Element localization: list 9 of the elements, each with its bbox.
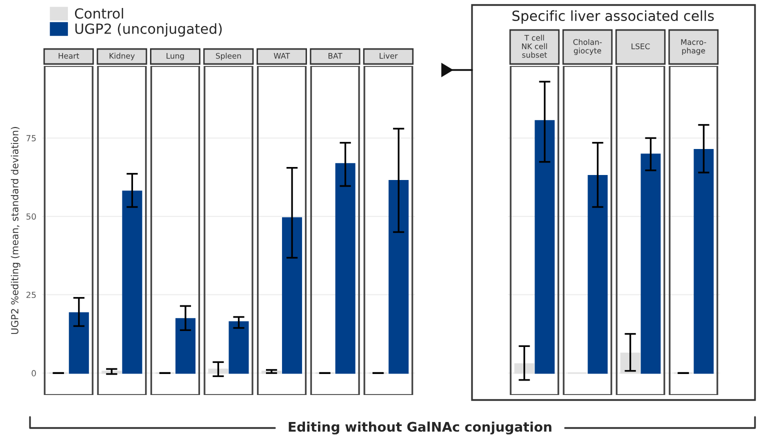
y-axis-title: UGP2 %editing (mean, standard deviation) <box>10 127 20 334</box>
y-tick-label: 0 <box>32 370 36 376</box>
text: Editing without GalNAc conjugation <box>288 422 552 434</box>
y-tick-label: 25 <box>26 292 36 298</box>
y-tick-label: 75 <box>26 135 36 142</box>
legend-label: Control <box>74 8 124 19</box>
legend-label: UGP2 (unconjugated) <box>75 23 222 37</box>
y-tick-label: 50 <box>26 213 36 220</box>
text: Specific liver associated cells <box>512 10 714 24</box>
